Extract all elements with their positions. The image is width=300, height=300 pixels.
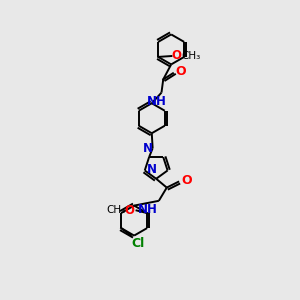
Text: CH₃: CH₃ <box>106 206 126 215</box>
Text: N: N <box>143 142 153 155</box>
Text: NH: NH <box>147 95 167 108</box>
Text: O: O <box>124 204 134 217</box>
Text: Cl: Cl <box>132 237 145 250</box>
Text: N: N <box>147 163 157 176</box>
Text: O: O <box>172 49 182 62</box>
Text: NH: NH <box>137 202 158 216</box>
Text: O: O <box>176 65 186 78</box>
Text: O: O <box>182 174 192 187</box>
Text: CH₃: CH₃ <box>181 51 200 61</box>
